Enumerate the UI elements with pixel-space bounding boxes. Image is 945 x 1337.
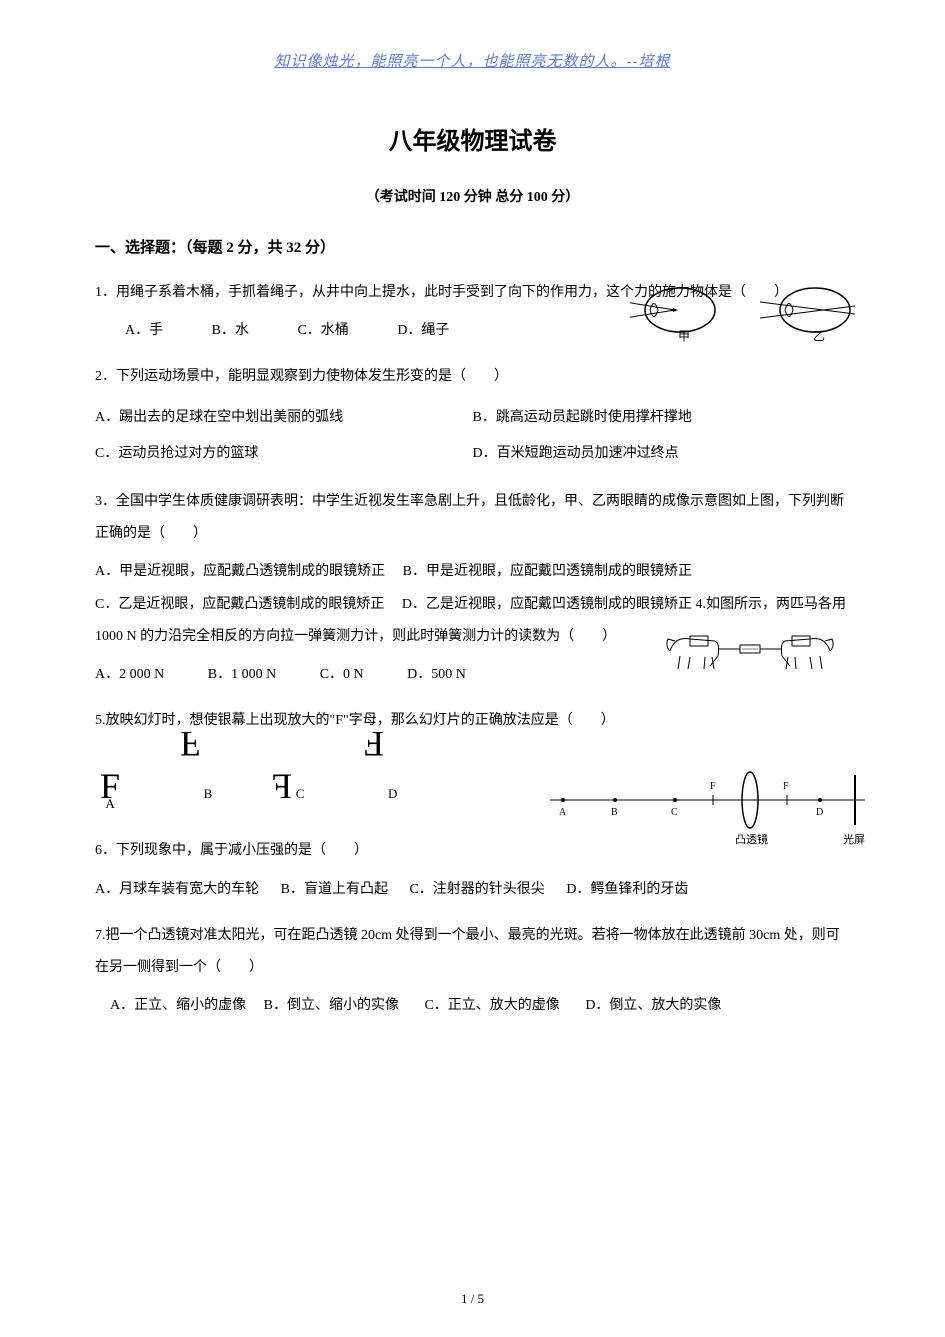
q4-option-b: B．1 000 N xyxy=(208,667,276,682)
q7-options: A．正立、缩小的虚像 B．倒立、缩小的实像 C．正立、放大的虚像 D．倒立、放大… xyxy=(95,990,850,1022)
q3-option-b: B．甲是近视眼，应配戴凹透镜制成的眼镜矫正 xyxy=(403,564,692,579)
svg-text:D: D xyxy=(816,807,823,818)
q3-option-c: C．乙是近视眼，应配戴凸透镜制成的眼镜矫正 xyxy=(95,597,384,612)
q2-option-d: D．百米短跑运动员加速冲过终点 xyxy=(473,436,851,472)
q2-option-c: C．运动员抢过对方的篮球 xyxy=(95,436,473,472)
q5-option-d: F D xyxy=(364,745,397,821)
q5-option-a: F A xyxy=(100,745,120,821)
q3-option-a: A．甲是近视眼，应配戴凸透镜制成的眼镜矫正 xyxy=(95,564,385,579)
q3-option-d: D．乙是近视眼，应配戴凹透镜制成的眼镜矫正 xyxy=(402,597,692,612)
q2-options: A．踢出去的足球在空中划出美丽的弧线 B．跳高运动员起跳时使用撑杆撑地 C．运动… xyxy=(95,400,850,472)
svg-text:F: F xyxy=(783,781,789,792)
header-quote: 知识像烛光，能照亮一个人，也能照亮无数的人。--培根 xyxy=(95,50,850,71)
q6-text: 6．下列现象中，属于减小压强的是（ ） xyxy=(95,835,850,867)
q7-option-d: D．倒立、放大的实像 xyxy=(585,998,721,1013)
q6-option-c: C．注射器的针头很尖 xyxy=(409,882,544,897)
q3-options: A．甲是近视眼，应配戴凸透镜制成的眼镜矫正 B．甲是近视眼，应配戴凹透镜制成的眼… xyxy=(95,556,850,653)
q6-options: A．月球车装有宽大的车轮 B．盲道上有凸起 C．注射器的针头很尖 D．鳄鱼锋利的… xyxy=(95,874,850,906)
question-3: 3．全国中学生体质健康调研表明：中学生近视发生率急剧上升，且低龄化，甲、乙两眼睛… xyxy=(95,486,850,691)
q2-text: 2．下列运动场景中，能明显观察到力使物体发生形变的是（ ） xyxy=(95,361,850,393)
svg-text:乙: 乙 xyxy=(813,329,825,342)
page-number: 1 / 5 xyxy=(0,1291,945,1307)
q5-text: 5.放映幻灯时，想使银幕上出现放大的"F"字母，那么幻灯片的正确放法应是（ ） xyxy=(95,705,850,737)
exam-title: 八年级物理试卷 xyxy=(95,121,850,156)
question-1: 甲 乙 1．用绳子系着木桶，手抓着绳子，从井中向上提水，此时手受到了向下的作用力… xyxy=(95,277,850,347)
section-1-header: 一、选择题：（每题 2 分，共 32 分） xyxy=(95,236,850,257)
q6-option-d: D．鳄鱼锋利的牙齿 xyxy=(566,882,688,897)
q7-text: 7.把一个凸透镜对准太阳光，可在距凸透镜 20cm 处得到一个最小、最亮的光斑。… xyxy=(95,920,850,984)
q6-option-b: B．盲道上有凸起 xyxy=(281,882,388,897)
q4-option-a: A．2 000 N xyxy=(95,667,164,682)
horse-diagram-icon xyxy=(660,621,840,676)
q2-option-b: B．跳高运动员起跳时使用撑杆撑地 xyxy=(473,400,851,436)
svg-text:B: B xyxy=(611,807,618,818)
q1-option-c: C．水桶 xyxy=(297,323,348,338)
q1-option-d: D．绳子 xyxy=(397,323,449,338)
exam-subtitle: （考试时间 120 分钟 总分 100 分） xyxy=(95,186,850,206)
q4-option-c: C．0 N xyxy=(320,667,364,682)
q1-option-a: A．手 xyxy=(125,323,163,338)
q4-option-d: D．500 N xyxy=(407,667,466,682)
svg-text:甲: 甲 xyxy=(678,329,690,342)
q3-text: 3．全国中学生体质健康调研表明：中学生近视发生率急剧上升，且低龄化，甲、乙两眼睛… xyxy=(95,486,850,550)
svg-text:F: F xyxy=(710,781,716,792)
svg-text:A: A xyxy=(559,807,567,818)
question-6: 6．下列现象中，属于减小压强的是（ ） A．月球车装有宽大的车轮 B．盲道上有凸… xyxy=(95,835,850,905)
q5-option-b: F B xyxy=(180,745,212,821)
q5-option-c: F C xyxy=(272,745,304,821)
svg-text:C: C xyxy=(671,807,678,818)
q7-option-c: C．正立、放大的虚像 xyxy=(424,998,559,1013)
eye-diagram-icon: 甲 乙 xyxy=(630,282,870,342)
question-7: 7.把一个凸透镜对准太阳光，可在距凸透镜 20cm 处得到一个最小、最亮的光斑。… xyxy=(95,920,850,1023)
q6-option-a: A．月球车装有宽大的车轮 xyxy=(95,882,259,897)
q1-option-b: B．水 xyxy=(212,323,249,338)
question-5: A B C F 凸透镜 F D 光屏 5.放映幻灯时，想使银幕上出现放大的"F"… xyxy=(95,705,850,821)
q7-option-a: A．正立、缩小的虚像 xyxy=(110,998,246,1013)
q7-option-b: B．倒立、缩小的实像 xyxy=(264,998,399,1013)
question-2: 2．下列运动场景中，能明显观察到力使物体发生形变的是（ ） A．踢出去的足球在空… xyxy=(95,361,850,472)
q2-option-a: A．踢出去的足球在空中划出美丽的弧线 xyxy=(95,400,473,436)
